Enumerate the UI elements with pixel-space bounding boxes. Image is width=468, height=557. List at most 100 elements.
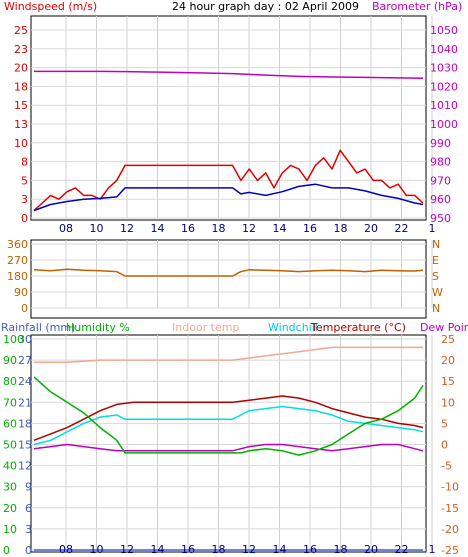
y-tick-label-barometer: 1040 bbox=[430, 43, 458, 56]
y-tick-label-rainfall: 21 bbox=[18, 396, 32, 409]
y-tick-label-windspeed: 23 bbox=[14, 43, 28, 56]
series-barometer bbox=[34, 70, 424, 80]
y-tick-label-humidity: 0 bbox=[3, 544, 10, 557]
x-tick-label: 12 bbox=[242, 543, 256, 556]
y-tick-label-temperature: 5 bbox=[441, 417, 448, 430]
x-tick-label: 1 bbox=[429, 543, 436, 556]
x-tick-label: 18 bbox=[334, 222, 348, 235]
y-tick-label-direction: 90 bbox=[14, 286, 28, 299]
y-tick-label-rainfall: 3 bbox=[25, 523, 32, 536]
y-tick-label-temperature: 0 bbox=[441, 439, 448, 452]
wind-panel-frame bbox=[30, 15, 427, 221]
y-tick-label-temperature: -25 bbox=[441, 544, 459, 557]
y-tick-label-rainfall: 24 bbox=[18, 375, 32, 388]
y-tick-label-humidity: 50 bbox=[3, 439, 17, 452]
x-tick-label: 22 bbox=[395, 222, 409, 235]
x-tick-label: 14 bbox=[273, 222, 287, 235]
legend-humidity: Humidity % bbox=[66, 321, 130, 334]
y-tick-label-barometer: 1010 bbox=[430, 99, 458, 112]
x-tick-label: 14 bbox=[151, 543, 165, 556]
y-tick-label-barometer: 1000 bbox=[430, 118, 458, 131]
y-tick-label-windspeed: 13 bbox=[14, 118, 28, 131]
x-tick-label: 20 bbox=[364, 222, 378, 235]
y-tick-label-barometer: 980 bbox=[430, 156, 451, 169]
y-tick-label-rainfall: 27 bbox=[18, 354, 32, 367]
y-tick-label-rainfall: 18 bbox=[18, 417, 32, 430]
y-tick-label-barometer: 1030 bbox=[430, 62, 458, 75]
y-tick-label-temperature: -20 bbox=[441, 523, 459, 536]
y-tick-label-temperature: 25 bbox=[441, 333, 455, 346]
y-tick-label-compass: E bbox=[432, 254, 439, 267]
y-tick-label-rainfall: 30 bbox=[18, 333, 32, 346]
y-tick-label-barometer: 1020 bbox=[430, 80, 458, 93]
y-tick-label-humidity: 20 bbox=[3, 502, 17, 515]
y-tick-label-rainfall: 9 bbox=[25, 481, 32, 494]
y-tick-label-windspeed: 25 bbox=[14, 24, 28, 37]
x-tick-label: 16 bbox=[181, 222, 195, 235]
x-tick-label: 14 bbox=[151, 222, 165, 235]
y-tick-label-humidity: 80 bbox=[3, 375, 17, 388]
y-tick-label-windspeed: 10 bbox=[14, 137, 28, 150]
y-tick-label-compass: W bbox=[432, 286, 443, 299]
y-tick-label-direction: 180 bbox=[7, 270, 28, 283]
series-indoor-temp bbox=[34, 346, 423, 363]
series-windchill bbox=[33, 405, 424, 446]
series-humidity bbox=[33, 376, 424, 456]
y-tick-label-barometer: 1050 bbox=[430, 24, 458, 37]
y-tick-label-rainfall: 0 bbox=[25, 544, 32, 557]
legend-rainfall: Rainfall (mm) bbox=[1, 321, 75, 334]
series-dew-point bbox=[33, 443, 424, 452]
y-tick-label-windspeed: 20 bbox=[14, 62, 28, 75]
legend-dewpoint: Dew Point bbox=[420, 321, 468, 334]
x-tick-label: 12 bbox=[242, 222, 256, 235]
y-tick-label-compass: N bbox=[432, 238, 440, 251]
y-tick-label-windspeed: 15 bbox=[14, 99, 28, 112]
x-tick-label: 08 bbox=[59, 543, 73, 556]
x-tick-label: 16 bbox=[303, 222, 317, 235]
y-tick-label-windspeed: 0 bbox=[21, 212, 28, 225]
y-tick-label-humidity: 60 bbox=[3, 417, 17, 430]
x-tick-label: 20 bbox=[364, 543, 378, 556]
x-tick-label: 16 bbox=[303, 543, 317, 556]
x-tick-label: 12 bbox=[120, 222, 134, 235]
x-tick-label: 12 bbox=[120, 543, 134, 556]
y-tick-label-barometer: 960 bbox=[430, 193, 451, 206]
y-tick-label-humidity: 10 bbox=[3, 523, 17, 536]
y-tick-label-temperature: -5 bbox=[441, 460, 452, 473]
y-tick-label-direction: 0 bbox=[21, 302, 28, 315]
x-tick-label: 16 bbox=[181, 543, 195, 556]
y-tick-label-temperature: -10 bbox=[441, 481, 459, 494]
direction-panel-frame bbox=[30, 239, 427, 319]
y-tick-label-temperature: 15 bbox=[441, 375, 455, 388]
x-tick-label: 14 bbox=[273, 543, 287, 556]
y-tick-label-humidity: 90 bbox=[3, 354, 17, 367]
x-tick-label: 08 bbox=[59, 222, 73, 235]
y-tick-label-temperature: 20 bbox=[441, 354, 455, 367]
y-tick-label-rainfall: 6 bbox=[25, 502, 32, 515]
x-tick-label: 10 bbox=[90, 222, 104, 235]
legend-temperature: Temperature (°C) bbox=[310, 321, 406, 334]
y-tick-label-barometer: 990 bbox=[430, 137, 451, 150]
x-tick-label: 22 bbox=[395, 543, 409, 556]
y-tick-label-windspeed: 18 bbox=[14, 80, 28, 93]
series-wind-average bbox=[33, 183, 424, 212]
y-tick-label-windspeed: 3 bbox=[21, 193, 28, 206]
y-tick-label-temperature: -15 bbox=[441, 502, 459, 515]
series-temperature-c bbox=[33, 395, 424, 441]
y-tick-label-compass: N bbox=[432, 302, 440, 315]
y-tick-label-direction: 270 bbox=[7, 254, 28, 267]
legend-windchill: Windchill bbox=[268, 321, 318, 334]
y-tick-label-windspeed: 8 bbox=[21, 156, 28, 169]
series-wind-direction bbox=[33, 268, 424, 277]
x-tick-label: 18 bbox=[212, 222, 226, 235]
windspeed-axis-title: Windspeed (m/s) bbox=[4, 0, 97, 13]
x-tick-label: 10 bbox=[90, 543, 104, 556]
y-tick-label-rainfall: 12 bbox=[18, 460, 32, 473]
x-tick-label: 1 bbox=[429, 222, 436, 235]
y-tick-label-humidity: 70 bbox=[3, 396, 17, 409]
y-tick-label-temperature: 10 bbox=[441, 396, 455, 409]
x-tick-label: 18 bbox=[334, 543, 348, 556]
y-tick-label-barometer: 950 bbox=[430, 212, 451, 225]
y-tick-label-humidity: 40 bbox=[3, 460, 17, 473]
